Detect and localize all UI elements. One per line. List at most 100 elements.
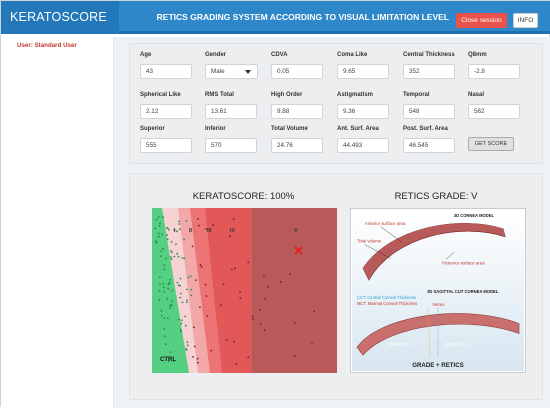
- data-point: [196, 361, 199, 364]
- zone-label-iv: IV: [230, 228, 236, 234]
- cdva-input[interactable]: 0.05: [271, 64, 323, 79]
- current-user: User: Standard User: [17, 42, 77, 49]
- data-point: [155, 218, 158, 221]
- data-point: [164, 257, 167, 260]
- data-point: [179, 328, 182, 331]
- data-point: [311, 343, 313, 345]
- anterior-leader-line: [380, 226, 403, 243]
- data-point: [157, 216, 160, 218]
- ant-surf-area-input[interactable]: 44.493: [337, 138, 389, 153]
- model3d-label: 3D CORNEA MODEL: [454, 213, 495, 218]
- data-point: [157, 235, 160, 238]
- data-point: [164, 343, 167, 346]
- astigmatism-input[interactable]: 9.36: [337, 104, 389, 119]
- data-point: [239, 297, 242, 299]
- data-point: [167, 287, 170, 290]
- field-temporal: Temporal 548: [403, 92, 455, 119]
- data-point: [161, 233, 163, 236]
- spherical-like-input[interactable]: 2.12: [140, 104, 192, 119]
- data-point: [181, 257, 184, 259]
- data-point: [232, 218, 235, 221]
- vertex-label: Vertex: [432, 302, 445, 307]
- field-total-volume: Total Volume 24.76: [271, 126, 323, 153]
- inferior-input[interactable]: 570: [205, 138, 257, 153]
- data-point: [186, 341, 189, 343]
- superior-input[interactable]: 555: [140, 138, 192, 153]
- high-order-input[interactable]: 9.88: [271, 104, 323, 119]
- data-point: [162, 286, 165, 289]
- total-volume-input[interactable]: 24.76: [271, 138, 323, 153]
- field-label: Coma Like: [337, 52, 368, 58]
- data-point: [163, 264, 165, 267]
- data-point: [192, 356, 194, 358]
- field-label: Ant. Surf. Area: [337, 126, 379, 132]
- data-point: [170, 300, 173, 303]
- field-gender: Gender Male: [205, 52, 258, 79]
- data-point: [263, 274, 265, 277]
- data-point: [204, 283, 207, 286]
- data-point: [294, 355, 296, 358]
- field-label: High Order: [271, 92, 303, 98]
- close-session-button[interactable]: Close session: [456, 13, 507, 28]
- post-surf-area-input[interactable]: 46.545: [403, 138, 455, 153]
- data-point: [169, 306, 172, 309]
- anterior-surface-label: Anterior surface area: [365, 221, 406, 226]
- data-point: [167, 317, 169, 319]
- data-point: [186, 344, 189, 347]
- visual-axis-label: Visual Axis: [389, 341, 410, 346]
- data-point: [173, 360, 175, 363]
- main-content: Age 43 Gender Male CDVA 0.05 Coma Like 9…: [114, 37, 550, 408]
- data-point: [170, 304, 173, 307]
- data-point: [163, 317, 166, 319]
- data-point: [169, 278, 172, 281]
- data-point: [252, 318, 254, 320]
- data-point: [219, 304, 222, 306]
- data-point: [170, 258, 173, 261]
- nasal-input[interactable]: 562: [468, 104, 520, 119]
- cornea-model-figure: 3D CORNEA MODEL Anterior surface area To…: [350, 208, 526, 373]
- gender-select[interactable]: Male: [205, 64, 258, 79]
- field-cdva: CDVA 0.05: [271, 52, 323, 79]
- central-thickness-input[interactable]: 352: [403, 64, 455, 79]
- field-high-order: High Order 9.88: [271, 92, 323, 119]
- data-point: [210, 349, 213, 352]
- field-astigmatism: Astigmatism 9.36: [337, 92, 389, 119]
- data-point: [163, 328, 166, 330]
- q8mm-input[interactable]: -2.8: [468, 64, 520, 79]
- data-point: [190, 294, 193, 297]
- get-score-button[interactable]: GET SCORE: [468, 137, 514, 151]
- data-point: [190, 288, 193, 291]
- app-logo[interactable]: KERATOSCORE: [1, 1, 119, 34]
- temporal-input[interactable]: 548: [403, 104, 455, 119]
- data-point: [197, 218, 200, 220]
- field-label: RMS Total: [205, 92, 234, 98]
- data-point: [177, 284, 180, 287]
- data-point: [191, 245, 194, 248]
- data-point: [176, 252, 179, 255]
- field-label: Temporal: [403, 92, 430, 98]
- data-point: [173, 229, 176, 231]
- posterior-surface-label: Posterior surface area: [442, 260, 485, 265]
- data-point: [263, 329, 266, 332]
- rms-total-input[interactable]: 13.61: [205, 104, 257, 119]
- data-point: [234, 267, 236, 270]
- coma-like-input[interactable]: 9.65: [337, 64, 389, 79]
- age-input[interactable]: 43: [140, 64, 192, 79]
- field-label: Nasal: [468, 92, 485, 98]
- cct-label: CCT: Central Corneal Thickness: [357, 295, 416, 300]
- data-point: [229, 235, 231, 238]
- data-point: [158, 290, 161, 292]
- app-title: RETICS GRADING SYSTEM ACCORDING TO VISUA…: [156, 12, 449, 22]
- data-point: [186, 288, 188, 291]
- data-point: [173, 255, 176, 258]
- data-point: [235, 363, 238, 365]
- sidebar: [1, 37, 114, 408]
- data-point: [170, 241, 173, 243]
- data-point: [181, 319, 183, 322]
- data-point: [193, 345, 196, 348]
- info-button[interactable]: INFO: [513, 13, 538, 28]
- data-point: [163, 290, 165, 293]
- field-label: Superior: [140, 126, 165, 132]
- keratoscore-plot: I II III IV V CTRL: [152, 208, 337, 373]
- field-inferior: Inferior 570: [205, 126, 257, 153]
